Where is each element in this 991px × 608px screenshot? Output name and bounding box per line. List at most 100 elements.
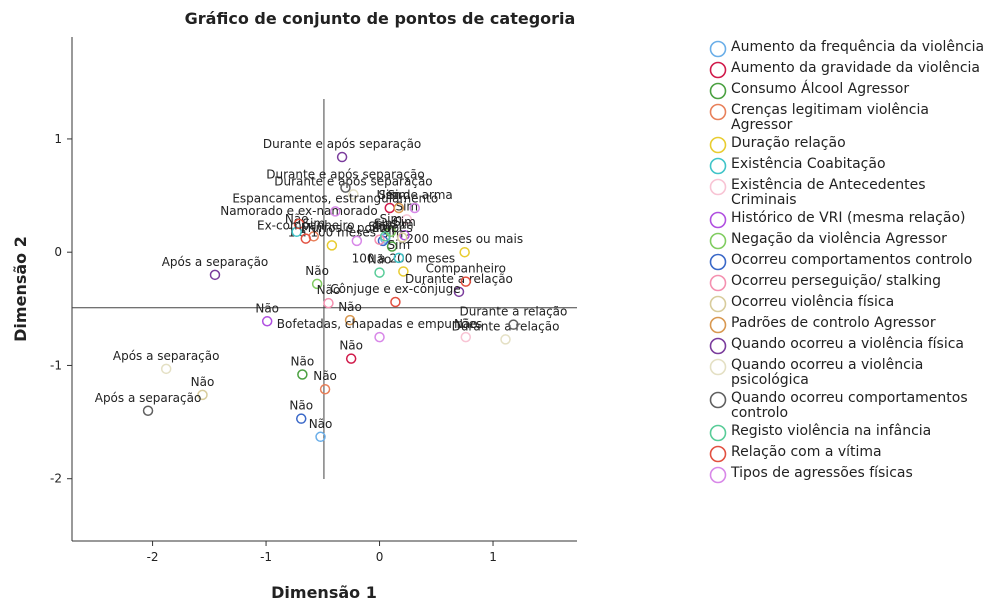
point-label: Não [454,317,478,331]
legend-item: Aumento da gravidade da violência [708,61,986,79]
y-tick-label: 0 [54,245,62,259]
point [386,241,398,252]
point-label: Sim [368,220,391,234]
legend-item: Histórico de VRI (mesma relação) [708,211,986,229]
point [460,331,472,343]
legend-marker [709,103,727,121]
point [319,383,331,395]
legend-label: Quando ocorreu a violência física [731,336,965,352]
point-label: Durante e após separação [274,174,432,188]
x-tick-label: 0 [376,550,384,564]
point [297,369,308,380]
point [379,231,391,242]
legend-label: Quando ocorreu a violência psicológica [731,357,924,388]
legend-marker [709,358,727,376]
legend-label: Registo violência na infância [731,423,932,439]
point-label: Sim [302,216,325,230]
point [336,151,348,163]
point [374,267,385,278]
point-label: Não [255,301,279,315]
point [345,353,357,364]
point-label: Não [191,375,215,389]
legend-symbol [709,316,727,334]
legend-label: Ocorreu violência física [731,294,895,310]
point-label: Sim [395,199,418,213]
legend-symbol [709,178,727,196]
point-label: Cônjuge e ex-cônjuge [330,282,460,296]
legend-symbol [709,391,727,409]
legend-symbol [709,211,727,229]
legend-marker [709,274,727,292]
legend-marker [709,136,727,154]
legend-label: Aumento da frequência da violência [731,39,985,55]
x-tick-label: -1 [260,550,272,564]
y-tick-label: -1 [50,358,62,372]
legend-label: Negação da violência Agressor [731,231,947,247]
point-label: Bofetadas, chapadas e empurrões [277,317,483,331]
point [323,297,334,309]
point-label: Não [309,417,333,431]
point [326,240,338,251]
point [261,316,273,327]
point-label: Durante a relação [460,305,568,319]
legend-marker [709,232,727,250]
legend-marker [709,445,727,463]
point [500,334,511,345]
point-label: Sim [393,215,416,229]
legend: Aumento da frequência da violência Aument… [708,40,986,484]
point-label: Espancamentos, estrangulamento [232,191,438,205]
legend-label: Padrões de controlo Agressor [731,315,936,331]
point [393,202,405,214]
legend-label: Crenças legitimam violência Agressor [731,102,929,133]
legend-item: Existência de Antecedentes Criminais [708,178,986,208]
point [293,218,305,230]
x-tick-label: 1 [489,550,497,564]
point-label: Não [291,355,315,369]
point-label: Não [305,264,329,278]
legend-label: Histórico de VRI (mesma relação) [731,210,966,226]
legend-marker [709,211,727,229]
point-label: Não [368,253,392,267]
point-label: Sim [374,219,397,233]
point [399,229,410,241]
point-label: Não [317,283,341,297]
point-label: Após a separação [162,255,269,269]
legend-marker [709,295,727,313]
point-label: Sim [374,216,397,230]
point [197,389,208,401]
point-label: Durante a relação [405,272,513,286]
legend-label: Aumento da gravidade da violência [731,60,981,76]
point [348,189,359,200]
y-axis-label: Dimensão 2 [11,236,30,342]
legend-item: Relação com a vítima [708,445,986,463]
point [409,202,420,214]
point [209,269,221,281]
legend-symbol [709,103,727,121]
legend-marker [709,157,727,175]
point-label: Uso de arma [377,188,453,202]
point [295,413,307,424]
legend-label: Quando ocorreu comportamentos controlo [731,390,968,421]
point-label: Sim [380,212,403,226]
legend-item: Quando ocorreu a violência física [708,337,986,355]
point-label: Durante e após separação [263,137,421,151]
legend-marker [709,424,727,442]
legend-symbol [709,82,727,100]
legend-label: Ocorreu comportamentos controlo [731,252,973,268]
chart-title: Gráfico de conjunto de pontos de categor… [185,9,576,28]
point [300,233,312,244]
legend-marker [709,337,727,355]
point-label: Sim [388,188,411,202]
point [460,276,472,287]
legend-marker [709,466,727,484]
point [142,405,154,417]
point [344,314,356,326]
point-label: Após a separação [113,349,220,363]
legend-symbol [709,157,727,175]
point [401,214,413,225]
point-label: Não [339,339,363,353]
point [396,232,408,243]
legend-marker [709,61,727,79]
point-label: Não [289,399,313,413]
legend-item: Aumento da frequência da violência [708,40,986,58]
